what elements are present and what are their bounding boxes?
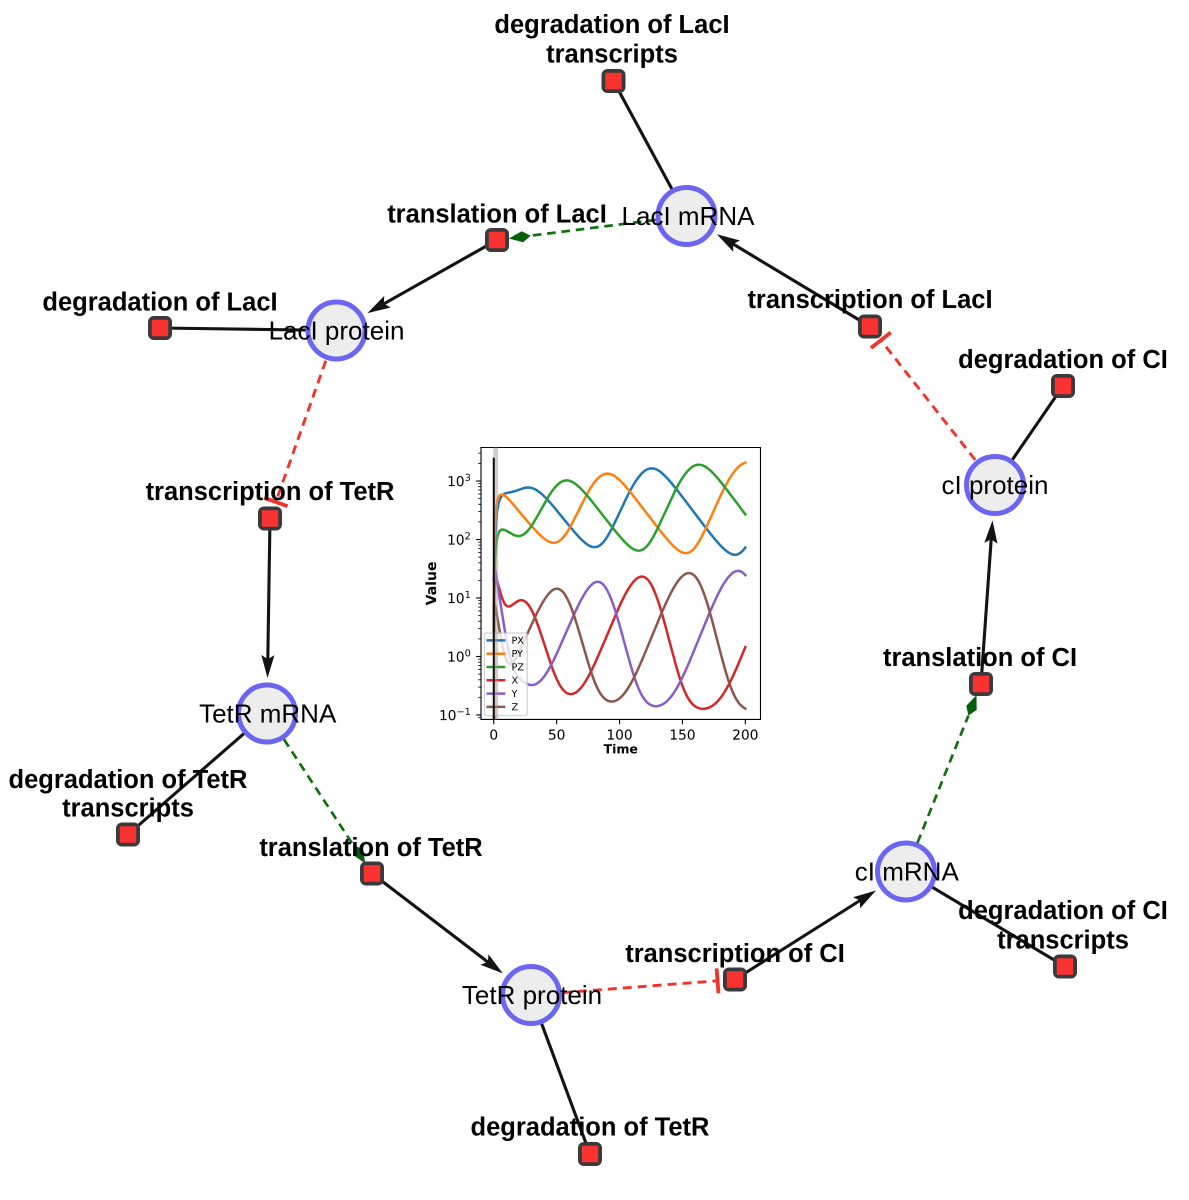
svg-text:degradation of CI: degradation of CI (958, 346, 1168, 374)
svg-text:degradation of TetR: degradation of TetR (471, 1114, 710, 1142)
svg-text:transcripts: transcripts (62, 795, 194, 823)
svg-text:degradation of CI: degradation of CI (958, 897, 1168, 925)
svg-text:transcription of CI: transcription of CI (625, 940, 845, 968)
svg-text:cI protein: cI protein (942, 470, 1049, 500)
svg-text:degradation of LacI: degradation of LacI (42, 289, 277, 317)
svg-text:translation of LacI: translation of LacI (387, 201, 607, 229)
svg-text:transcripts: transcripts (997, 927, 1129, 955)
svg-text:transcription of LacI: transcription of LacI (747, 286, 992, 314)
svg-text:LacI protein: LacI protein (269, 316, 405, 346)
svg-text:transcripts: transcripts (546, 41, 678, 69)
svg-text:transcription of TetR: transcription of TetR (146, 478, 395, 506)
svg-text:LacI mRNA: LacI mRNA (622, 201, 756, 231)
svg-text:cI mRNA: cI mRNA (855, 857, 960, 887)
svg-text:TetR protein: TetR protein (462, 980, 602, 1010)
svg-text:TetR mRNA: TetR mRNA (199, 699, 337, 729)
svg-text:translation of TetR: translation of TetR (259, 834, 482, 862)
svg-text:translation of CI: translation of CI (883, 644, 1077, 672)
svg-text:degradation of TetR: degradation of TetR (9, 766, 248, 794)
svg-text:degradation of LacI: degradation of LacI (494, 11, 729, 39)
